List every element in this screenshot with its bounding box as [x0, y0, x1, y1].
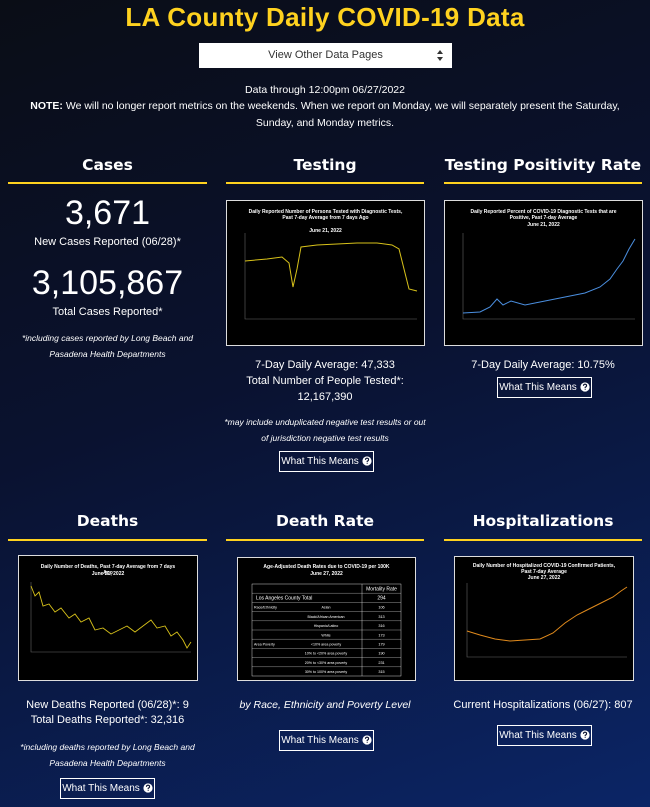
row-label: Los Angeles County Total	[256, 595, 312, 601]
underline	[444, 182, 642, 184]
row-group: Area Poverty	[254, 642, 275, 646]
caption: by Race, Ethnicity and Poverty Level	[239, 699, 411, 711]
section-title: Deaths	[76, 512, 139, 530]
new-deaths: New Deaths Reported (06/28)*: 9	[26, 699, 189, 711]
table-header: Mortality Rate	[366, 586, 397, 592]
underline	[226, 539, 424, 541]
button[interactable]: What This Means	[279, 451, 374, 472]
dropdown[interactable]: View Other Data Pages	[199, 43, 452, 68]
data-through: Data through 12:00pm 06/27/2022	[245, 84, 405, 96]
note-label: NOTE:	[30, 100, 63, 112]
row-rate: 315	[378, 670, 384, 674]
button-label: What This Means	[281, 735, 359, 746]
total-deaths: Total Deaths Reported*: 32,316	[30, 714, 185, 726]
button[interactable]: What This Means	[497, 725, 592, 746]
chart-title: Age-Adjusted Death Rates due to COVID-19…	[263, 564, 390, 570]
button[interactable]: What This Means	[279, 730, 374, 751]
section-title: Hospitalizations	[472, 512, 614, 530]
chart-date: June 21, 2022	[309, 228, 342, 234]
button-label: What This Means	[62, 783, 140, 794]
chart-thumbnail: Daily Number of Deaths, Past 7-day Avera…	[18, 555, 198, 681]
note-text: We will no longer report metrics on the …	[65, 100, 620, 129]
section-title: Death Rate	[276, 512, 374, 530]
total-tested: Total Number of People Tested*: 12,167,3…	[246, 375, 404, 403]
row-rate: 316	[378, 624, 384, 628]
footnote: *including deaths reported by Long Beach…	[20, 742, 195, 768]
row-rate: 106	[378, 606, 384, 610]
help-icon	[580, 382, 590, 392]
new-cases-label: New Cases Reported (06/28)*	[34, 236, 181, 248]
thumbnail-plot	[462, 233, 636, 320]
underline	[8, 539, 207, 541]
thumbnail-plot	[466, 583, 628, 658]
section-title: Cases	[82, 156, 133, 174]
mini-table: Mortality Rate Los Angeles County Total 29…	[251, 583, 402, 677]
help-icon	[143, 783, 153, 793]
page-title: LA County Daily COVID-19 Data	[125, 2, 525, 32]
section-title: Testing Positivity Rate	[444, 156, 642, 174]
underline	[444, 539, 642, 541]
thumbnail-plot	[244, 233, 418, 320]
average: 7-Day Daily Average: 10.75%	[471, 359, 615, 371]
thumbnail-plot	[30, 582, 192, 653]
chart-date: June 27, 2022	[310, 571, 343, 577]
underline	[226, 182, 424, 184]
row-label: 20% to <30% area poverty	[305, 661, 348, 665]
chart-thumbnail: Daily Reported Percent of COVID-19 Diagn…	[444, 200, 643, 346]
help-icon	[362, 735, 372, 745]
chart-date: June 21, 2022	[91, 571, 125, 577]
button[interactable]: What This Means	[497, 377, 592, 398]
total-cases-label: Total Cases Reported*	[52, 306, 163, 318]
section-title: Testing	[293, 156, 357, 174]
row-rate: 179	[378, 642, 384, 646]
row-rate: 231	[378, 661, 384, 665]
current-hospitalizations: Current Hospitalizations (06/27): 807	[453, 699, 633, 711]
chart-title: Daily Number of Deaths, Past 7-day Avera…	[40, 564, 176, 576]
dropdown-arrows	[437, 50, 443, 61]
footnote: *may include unduplicated negative test …	[224, 417, 426, 443]
new-cases: 3,671	[64, 194, 151, 232]
chart-date: June 27, 2022	[527, 575, 561, 581]
note: NOTE: We will no longer report metrics o…	[10, 98, 640, 132]
row-rate: 173	[378, 633, 384, 637]
button-label: What This Means	[281, 456, 359, 467]
row-group: Race/Ethnicity	[254, 606, 277, 610]
help-icon	[580, 730, 590, 740]
row-rate: 190	[378, 652, 384, 656]
average: 7-Day Daily Average: 47,333	[255, 359, 395, 371]
row-rate: 294	[377, 595, 386, 601]
row-label: Asian	[322, 606, 331, 610]
button[interactable]: What This Means	[60, 778, 155, 799]
row-label: 30% to 100% area poverty	[305, 670, 348, 674]
row-rate: 313	[378, 615, 384, 619]
row-label: White	[321, 633, 330, 637]
underline	[8, 182, 207, 184]
row-label: Black/African American	[308, 615, 345, 619]
footnote: *including cases reported by Long Beach …	[21, 333, 194, 359]
chart-title: Daily Number of Hospitalized COVID-19 Co…	[472, 563, 616, 575]
help-icon	[362, 456, 372, 466]
chart-title: Daily Reported Percent of COVID-19 Diagn…	[470, 209, 617, 221]
row-label: 10% to <20% area poverty	[305, 652, 348, 656]
chart-thumbnail: Age-Adjusted Death Rates due to COVID-19…	[237, 557, 416, 681]
button-label: What This Means	[499, 382, 577, 393]
row-label: <10% area poverty	[311, 642, 341, 646]
chart-thumbnail: Daily Reported Number of Persons Tested …	[226, 200, 425, 346]
chart-title: Daily Reported Number of Persons Tested …	[248, 209, 403, 221]
chart-date: June 21, 2022	[527, 222, 560, 228]
row-label: Hispanic/Latino	[314, 624, 339, 628]
dropdown-label: View Other Data Pages	[268, 49, 383, 61]
chart-thumbnail: Daily Number of Hospitalized COVID-19 Co…	[454, 556, 634, 681]
total-cases: 3,105,867	[31, 264, 184, 302]
button-label: What This Means	[499, 730, 577, 741]
